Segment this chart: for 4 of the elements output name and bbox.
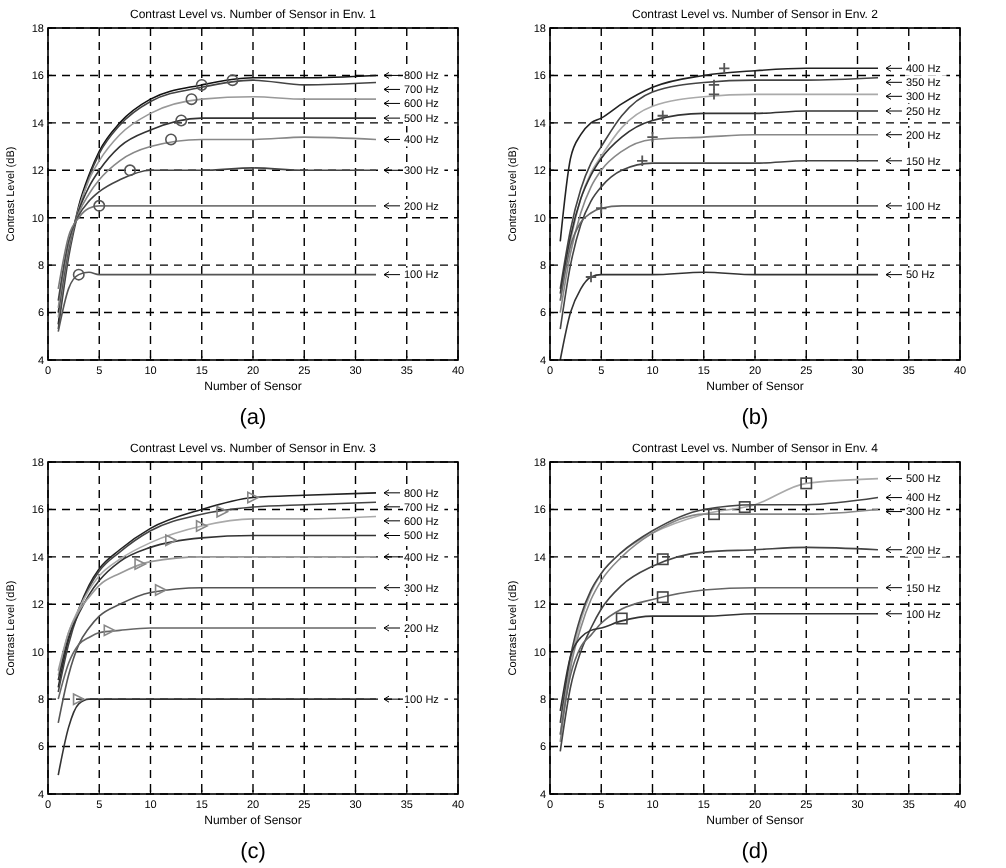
text: (c) [240, 840, 266, 864]
text: (d) [741, 840, 769, 864]
text: (b) [741, 406, 769, 430]
text: (a) [239, 406, 267, 430]
